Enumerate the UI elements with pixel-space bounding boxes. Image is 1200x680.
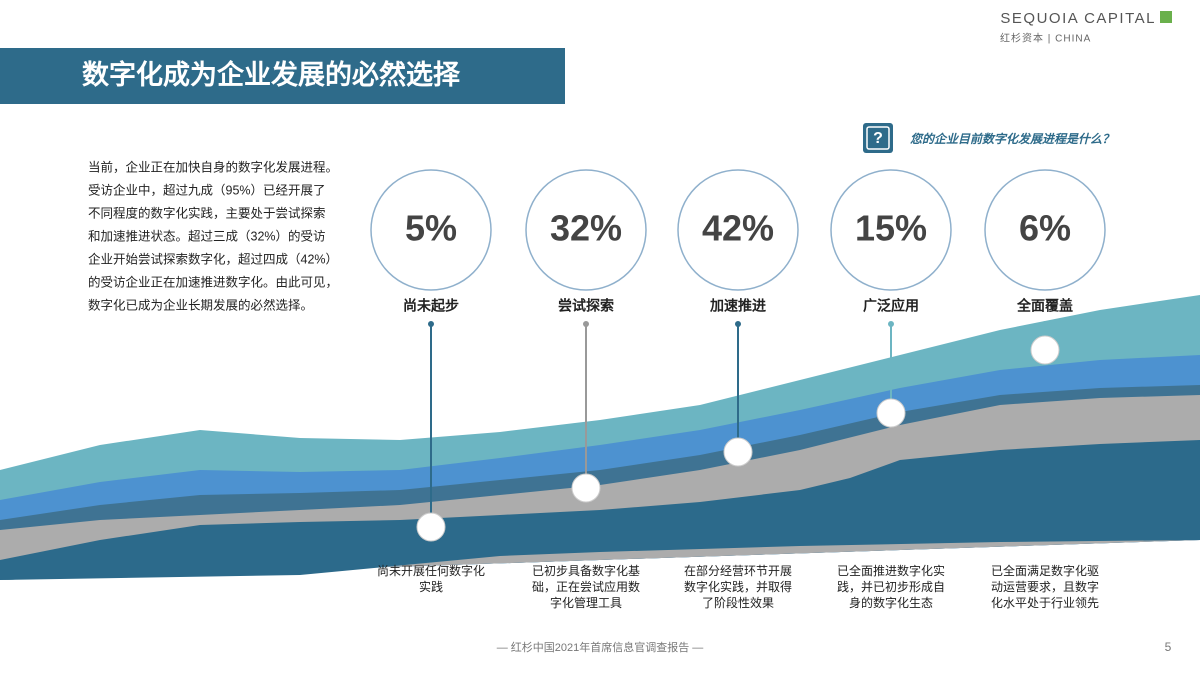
stage-circle bbox=[830, 169, 952, 291]
stage-connector-end bbox=[428, 321, 434, 327]
stage-percent: 5% bbox=[405, 208, 457, 249]
wave-dark bbox=[0, 440, 1200, 580]
stage-circle bbox=[525, 169, 647, 291]
stage-label: 尚未起步 bbox=[403, 298, 459, 314]
stage-description: 实践 bbox=[419, 579, 443, 594]
brand: SEQUOIA CAPITAL bbox=[1000, 10, 1156, 27]
question-icon-frame bbox=[866, 126, 890, 150]
intro-line: 的受访企业正在加速推进数字化。由此可见， bbox=[88, 274, 338, 289]
stage-dot bbox=[723, 437, 753, 467]
stage-percent: 6% bbox=[1019, 208, 1071, 249]
stage-description: 已全面满足数字化驱 bbox=[991, 563, 1099, 578]
stage-circle bbox=[677, 169, 799, 291]
stage-description: 了阶段性效果 bbox=[702, 595, 774, 610]
intro-line: 和加速推进状态。超过三成（32%）的受访 bbox=[88, 228, 326, 243]
stage-description: 已初步具备数字化基 bbox=[532, 563, 640, 578]
title: 数字化成为企业发展的必然选择 bbox=[82, 59, 461, 90]
stage-label: 广泛应用 bbox=[863, 298, 919, 314]
stage-description: 践，并已初步形成自 bbox=[837, 580, 945, 594]
stage-label: 尝试探索 bbox=[558, 298, 614, 314]
question-text: 您的企业目前数字化发展进程是什么？ bbox=[910, 132, 1114, 146]
content: 当前，企业正在加快自身的数字化发展进程。受访企业中，超过九成（95%）已经开展了… bbox=[88, 159, 1172, 654]
intro-line: 当前，企业正在加快自身的数字化发展进程。 bbox=[88, 159, 338, 174]
stage-description: 已全面推进数字化实 bbox=[837, 563, 945, 578]
footer-source: — 红杉中国2021年首席信息官调查报告 — bbox=[497, 640, 704, 654]
brand-logo bbox=[1160, 11, 1172, 23]
stage-description: 数字化实践，并取得 bbox=[684, 579, 792, 594]
stage-label: 加速推进 bbox=[709, 298, 766, 314]
stage-dot bbox=[876, 398, 906, 428]
brand-sub: 红杉资本 | CHINA bbox=[1000, 32, 1091, 45]
intro-line: 不同程度的数字化实践，主要处于尝试探索 bbox=[88, 205, 326, 220]
intro-line: 企业开始尝试探索数字化，超过四成（42%） bbox=[88, 251, 338, 266]
title-bar bbox=[0, 48, 565, 104]
stage-description: 尚未开展任何数字化 bbox=[377, 563, 485, 578]
stage-description: 字化管理工具 bbox=[550, 595, 622, 610]
waves bbox=[0, 295, 1200, 580]
intro-line: 受访企业中，超过九成（95%）已经开展了 bbox=[88, 182, 326, 197]
stage-connector-end bbox=[583, 321, 589, 327]
stage-connector-end bbox=[1042, 321, 1048, 327]
stage-circle bbox=[984, 169, 1106, 291]
stage-description: 化水平处于行业领先 bbox=[991, 596, 1099, 610]
question-mark: ? bbox=[873, 130, 883, 147]
stage-percent: 15% bbox=[855, 208, 927, 249]
stage-percent: 32% bbox=[550, 208, 622, 249]
page-number: 5 bbox=[1165, 640, 1172, 654]
stage-connector-end bbox=[735, 321, 741, 327]
stage-dot bbox=[416, 512, 446, 542]
stage-description: 础，正在尝试应用数 bbox=[532, 579, 640, 594]
stage-description: 动运营要求，且数字 bbox=[991, 579, 1099, 594]
stage-connector-end bbox=[888, 321, 894, 327]
stage-circle bbox=[370, 169, 492, 291]
stage-dot bbox=[571, 473, 601, 503]
question-icon bbox=[863, 123, 893, 153]
stage-dot bbox=[1030, 335, 1060, 365]
stage-description: 身的数字化生态 bbox=[849, 595, 933, 610]
stage-description: 在部分经营环节开展 bbox=[684, 563, 792, 578]
stage-percent: 42% bbox=[702, 208, 774, 249]
stage-label: 全面覆盖 bbox=[1016, 298, 1073, 314]
intro-line: 数字化已成为企业长期发展的必然选择。 bbox=[88, 297, 313, 312]
